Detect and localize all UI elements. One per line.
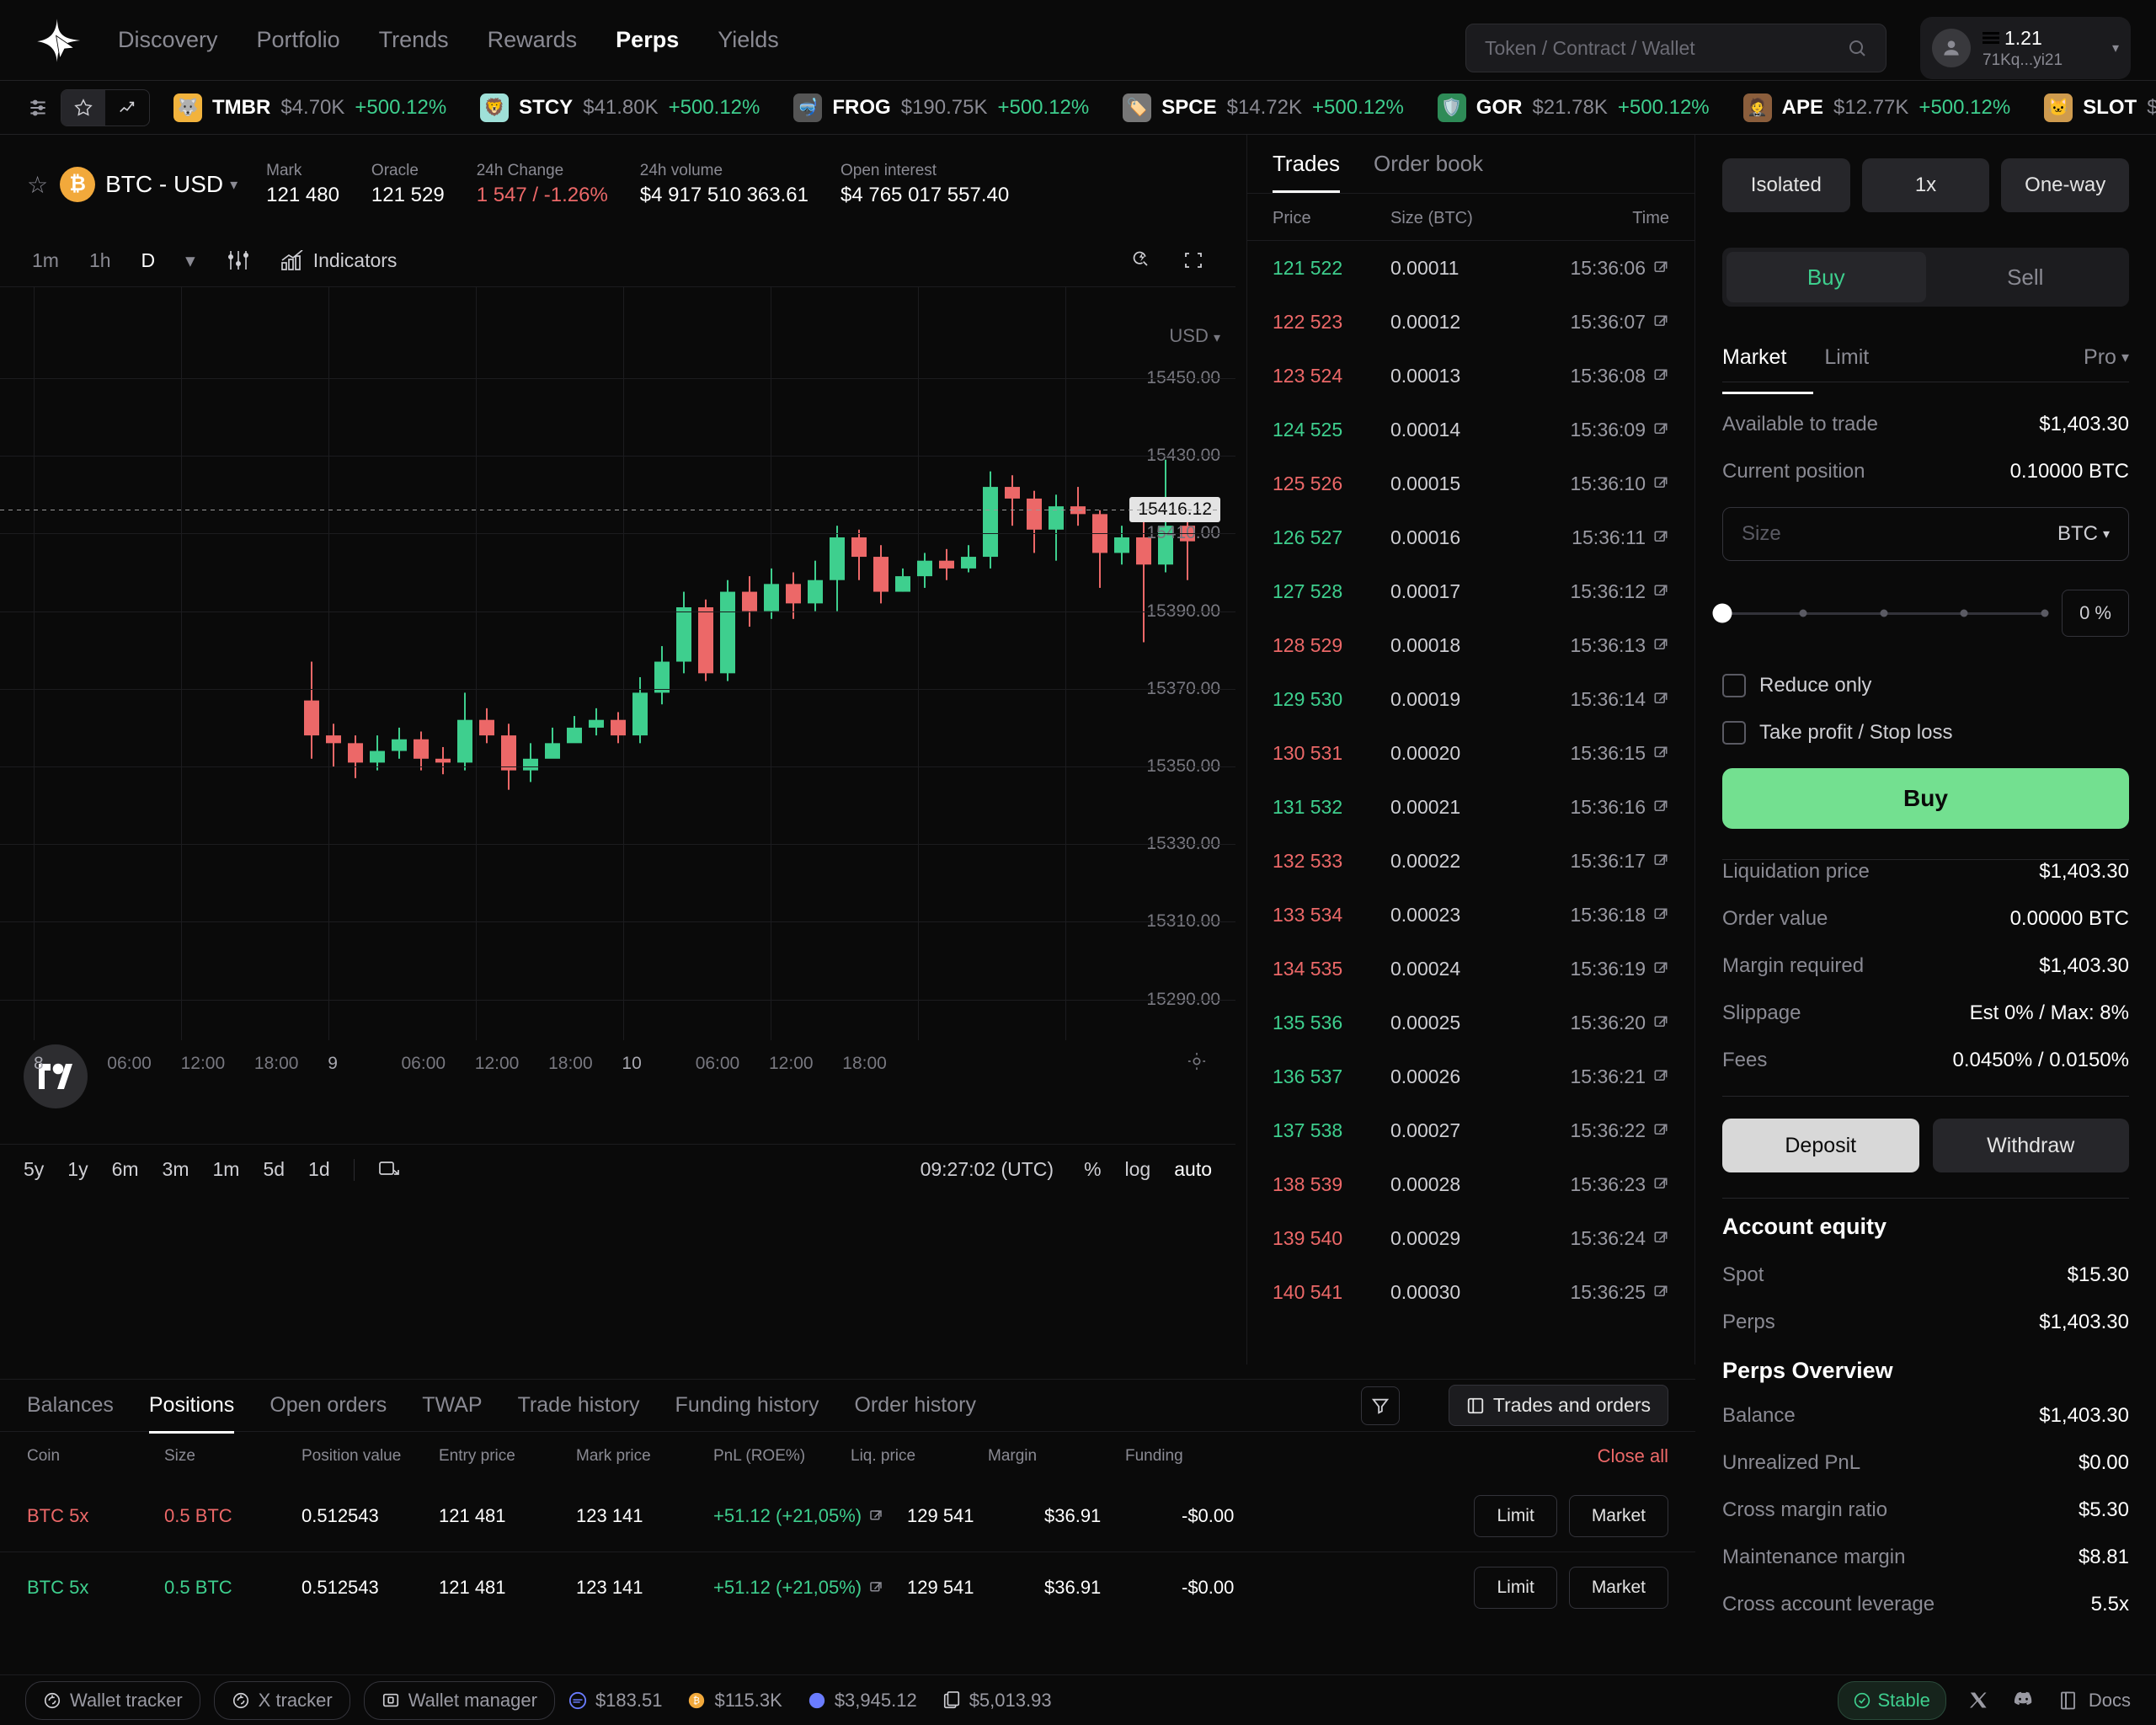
svg-text:₿: ₿ xyxy=(693,1696,700,1706)
